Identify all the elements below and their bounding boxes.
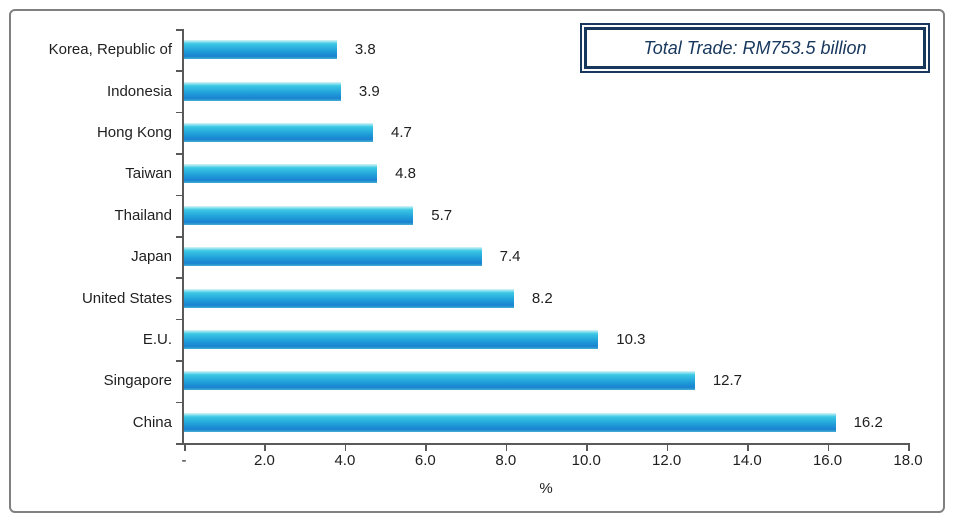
- category-label: United States: [81, 289, 172, 307]
- x-axis-tick: [505, 443, 508, 451]
- y-axis-tick: [176, 194, 182, 197]
- y-axis-tick: [176, 153, 182, 155]
- y-axis-tick: [176, 236, 182, 238]
- category-label: Hong Kong: [96, 123, 172, 141]
- value-label: 3.9: [358, 82, 380, 100]
- category-label: E.U.: [142, 330, 172, 348]
- y-axis-tick: [176, 318, 182, 321]
- y-axis-tick: [176, 277, 182, 279]
- y-axis-tick: [176, 443, 182, 445]
- x-axis-tick-label: 6.0: [414, 452, 436, 469]
- x-axis-tick-label: 8.0: [495, 452, 517, 469]
- category-label: Taiwan: [125, 165, 172, 183]
- value-label: 12.7: [712, 372, 743, 390]
- value-label: 16.2: [853, 413, 883, 431]
- value-label: 4.7: [391, 123, 412, 141]
- category-label: Japan: [131, 248, 172, 266]
- total-trade-textbox: Total Trade: RM753.5 billion: [580, 23, 930, 73]
- x-axis-tick: [586, 443, 588, 451]
- bar: [184, 247, 482, 267]
- value-label: 4.8: [395, 165, 416, 183]
- x-axis-tick-label: 12.0: [652, 452, 682, 469]
- bar: [184, 371, 695, 391]
- y-axis-tick: [176, 70, 182, 72]
- x-axis-tick-label: 18.0: [893, 452, 923, 469]
- chart-border-frame: [9, 9, 945, 513]
- x-axis-tick-label: 14.0: [732, 452, 762, 469]
- x-axis-tick: [666, 443, 669, 451]
- bar: [184, 81, 341, 101]
- bar: [184, 288, 514, 308]
- y-axis-line: [182, 29, 184, 443]
- category-label: Thailand: [114, 206, 172, 224]
- bar: [184, 40, 337, 60]
- y-axis-tick: [176, 111, 182, 114]
- y-axis-tick: [176, 401, 182, 404]
- value-label: 3.8: [354, 41, 376, 59]
- x-axis-line: [182, 443, 910, 445]
- category-label: Singapore: [103, 372, 172, 390]
- value-label: 7.4: [499, 248, 521, 266]
- x-axis-tick: [747, 443, 749, 451]
- total-trade-label: Total Trade: RM753.5 billion: [643, 37, 867, 58]
- category-label: Korea, Republic of: [48, 41, 172, 59]
- x-axis-tick-label: 10.0: [571, 452, 601, 469]
- value-label: 10.3: [616, 330, 646, 348]
- bar: [184, 123, 374, 142]
- category-label: China: [132, 413, 172, 431]
- x-axis-tick: [908, 443, 910, 451]
- x-axis-tick: [344, 443, 347, 451]
- x-axis-tick: [264, 443, 266, 451]
- value-label: 8.2: [531, 289, 553, 307]
- bar: [184, 330, 599, 349]
- bar: [184, 164, 378, 184]
- x-axis-tick-label: 16.0: [812, 452, 843, 469]
- x-axis-tick: [425, 443, 427, 451]
- bar: [184, 205, 414, 225]
- x-axis-tick-label: -: [181, 452, 187, 469]
- category-label: Indonesia: [106, 82, 172, 100]
- x-axis-tick-label: 4.0: [334, 452, 356, 469]
- x-axis-tick: [827, 443, 830, 451]
- y-axis-tick: [176, 29, 182, 31]
- x-axis-tick-label: 2.0: [254, 452, 275, 469]
- x-axis-title: %: [539, 480, 553, 497]
- value-label: 5.7: [431, 206, 453, 224]
- x-axis-tick: [184, 443, 186, 451]
- y-axis-tick: [176, 360, 182, 362]
- bar: [184, 412, 836, 432]
